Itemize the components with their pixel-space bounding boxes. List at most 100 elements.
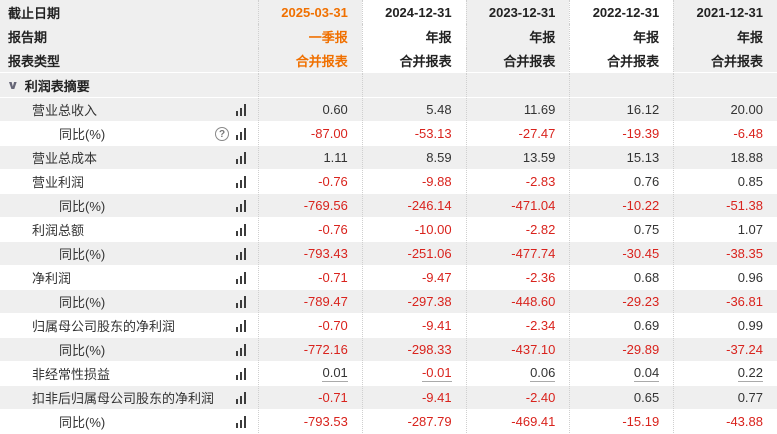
cell-value: 13.59 [522,150,556,165]
value-cell: -10.22 [569,194,674,217]
bar-chart-icon[interactable] [236,199,246,212]
table-row: 净利润 -0.71 -9.47 -2.36 0.68 0.96 [0,265,777,289]
header-period-value: 年报 [736,29,763,45]
value-cell: -15.19 [569,410,674,433]
header-period-cell[interactable]: 合并报表 [569,48,674,72]
cell-value: -246.14 [407,198,452,213]
value-cell: -477.74 [465,242,570,265]
cell-value: -437.10 [511,342,556,357]
value-cell: -2.82 [465,218,570,241]
cell-value: 18.88 [730,150,763,165]
value-cell: 0.77 [673,386,777,409]
cell-value[interactable]: 0.06 [530,365,556,382]
cell-value: -87.00 [310,126,348,141]
row-label: 营业利润 [32,175,85,190]
cell-value: -0.70 [318,318,348,333]
cell-value: -38.35 [726,246,763,261]
bar-chart-icon[interactable] [236,223,246,236]
section-filler-cell [258,73,362,97]
bar-chart-icon[interactable] [236,271,246,284]
header-period-cell[interactable]: 合并报表 [361,48,466,72]
header-period-cell[interactable]: 合并报表 [673,48,777,72]
income-statement-rows: 营业总收入 0.60 5.48 11.69 16.12 20.00 同比(%)? -87.00… [0,97,777,433]
bar-chart-icon[interactable] [236,415,246,428]
value-cell: 16.12 [569,98,674,121]
header-period-cell[interactable]: 2023-12-31 [465,0,570,24]
cell-value: 0.96 [737,270,763,285]
header-period-value: 合并报表 [503,53,556,69]
header-row: 截止日期 2025-03-31 2024-12-31 2023-12-31 2022-1… [0,0,777,24]
header-period-value: 2023-12-31 [488,4,556,20]
bar-chart-icon[interactable] [236,175,246,188]
header-period-value: 合并报表 [710,53,763,69]
bar-chart-icon[interactable] [236,343,246,356]
value-cell: -471.04 [465,194,570,217]
cell-value[interactable]: -0.01 [421,365,452,382]
cell-value: -29.89 [622,342,660,357]
bar-chart-icon[interactable] [236,103,246,116]
bar-chart-icon[interactable] [236,151,246,164]
cell-value[interactable]: 0.01 [322,365,348,382]
cell-value: 15.13 [626,150,660,165]
cell-value: 0.85 [737,174,763,189]
value-cell: 5.48 [361,98,466,121]
cell-value: 5.48 [426,102,452,117]
header-period-value: 2021-12-31 [696,4,764,20]
cell-value: 16.12 [626,102,660,117]
row-label: 同比(%) [59,415,106,430]
header-period-cell[interactable]: 年报 [465,24,570,48]
value-cell: -793.43 [258,242,362,265]
value-cell: 0.99 [673,314,777,337]
bar-chart-icon[interactable] [236,367,246,380]
row-label: 营业总收入 [32,103,98,118]
table-row: 营业总收入 0.60 5.48 11.69 16.12 20.00 [0,97,777,121]
header-period-cell[interactable]: 年报 [673,24,777,48]
bar-chart-icon[interactable] [236,127,246,140]
cell-value: -297.38 [407,294,452,309]
value-cell: 0.85 [673,170,777,193]
cell-value: 0.65 [633,390,660,405]
section-row-income-statement[interactable]: ∨ 利润表摘要 [0,72,777,97]
table-row: 归属母公司股东的净利润 -0.70 -9.41 -2.34 0.69 0.99 [0,313,777,337]
cell-value: 0.75 [633,222,660,237]
value-cell: -29.23 [569,290,674,313]
header-period-cell[interactable]: 合并报表 [258,48,362,72]
value-cell: -43.88 [673,410,777,433]
header-period-cell[interactable]: 2022-12-31 [569,0,674,24]
header-period-cell[interactable]: 合并报表 [465,48,570,72]
header-period-cell[interactable]: 年报 [361,24,466,48]
header-period-cell[interactable]: 2024-12-31 [361,0,466,24]
value-cell: -0.01 [361,362,466,385]
cell-value[interactable]: 0.22 [737,365,763,382]
cell-value: -0.71 [318,390,348,405]
table-row: 利润总额 -0.76 -10.00 -2.82 0.75 1.07 [0,217,777,241]
header-row-label: 报表类型 [8,53,61,69]
row-label: 归属母公司股东的净利润 [32,319,176,334]
cell-value[interactable]: 0.04 [633,365,660,382]
chevron-down-icon[interactable]: ∨ [6,78,19,92]
header-period-value: 合并报表 [295,53,348,69]
bar-chart-icon[interactable] [236,247,246,260]
cell-value: -53.13 [414,126,452,141]
cell-value: -0.76 [318,222,348,237]
value-cell: -51.38 [673,194,777,217]
cell-value: -2.36 [525,270,556,285]
value-cell: -37.24 [673,338,777,361]
value-cell: -2.36 [465,266,570,289]
cell-value: -51.38 [726,198,763,213]
value-cell: -297.38 [361,290,466,313]
bar-chart-icon[interactable] [236,295,246,308]
bar-chart-icon[interactable] [236,319,246,332]
header-period-cell[interactable]: 2025-03-31 [258,0,362,24]
header-period-cell[interactable]: 一季报 [258,24,362,48]
header-period-cell[interactable]: 2021-12-31 [673,0,777,24]
header-period-cell[interactable]: 年报 [569,24,674,48]
bar-chart-icon[interactable] [236,391,246,404]
value-cell: -0.76 [258,218,362,241]
cell-value: 0.77 [737,390,763,405]
help-icon[interactable]: ? [215,126,229,141]
cell-value: 20.00 [730,102,763,117]
value-cell: -38.35 [673,242,777,265]
cell-value: -0.71 [318,270,348,285]
header-period-value: 年报 [425,29,452,45]
